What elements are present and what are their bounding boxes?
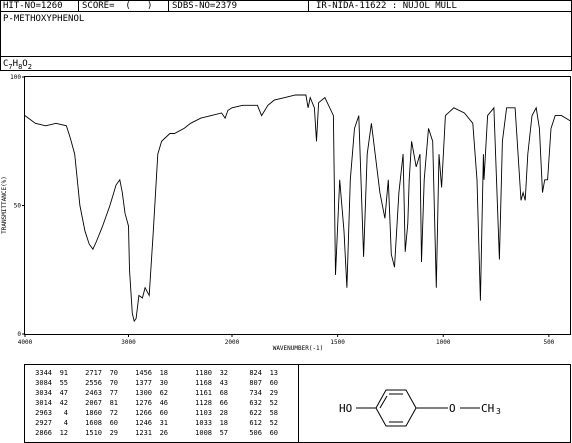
peak-wavenumber: 1377 (135, 379, 152, 387)
hydroxyl-label: HO (339, 402, 352, 415)
peak-wavenumber: 807 (249, 379, 262, 387)
peak-transmittance: 13 (269, 369, 278, 377)
peak-wavenumber: 2556 (85, 379, 102, 387)
peak-transmittance: 31 (159, 419, 168, 427)
peak-transmittance: 4 (63, 419, 68, 427)
y-axis-label: TRANSMITTANCE(%) (1, 176, 8, 234)
peak-wavenumber: 1276 (135, 399, 152, 407)
peak-wavenumber: 2866 (35, 429, 52, 437)
peak-wavenumber: 1231 (135, 429, 152, 437)
peak-transmittance: 68 (219, 389, 228, 397)
peak-wavenumber: 1180 (195, 369, 212, 377)
x-tick-label: 500 (543, 339, 554, 346)
sdbs-number: SDBS-NO=2379 (172, 1, 238, 11)
peak-transmittance: 60 (109, 419, 118, 427)
peak-wavenumber: 622 (249, 409, 262, 417)
peak-wavenumber: 1510 (85, 429, 102, 437)
peak-wavenumber: 3344 (35, 369, 52, 377)
peak-transmittance: 32 (219, 369, 228, 377)
molecular-formula: C7H8O2 (3, 59, 32, 71)
peak-transmittance: 29 (109, 429, 118, 437)
peak-wavenumber: 734 (249, 389, 262, 397)
peak-wavenumber: 3014 (35, 399, 52, 407)
peak-transmittance: 26 (159, 429, 168, 437)
peak-wavenumber: 3084 (35, 379, 52, 387)
peak-wavenumber: 1860 (85, 409, 102, 417)
methyl-subscript: 3 (496, 407, 501, 416)
peak-transmittance: 43 (219, 379, 228, 387)
peak-transmittance: 70 (109, 369, 118, 377)
x-tick-label: 3000 (121, 339, 136, 346)
peak-transmittance: 62 (159, 389, 168, 397)
hit-number: HIT-NO=1260 (3, 1, 63, 11)
peak-transmittance: 18 (159, 369, 168, 377)
score: SCORE= ( ) (82, 1, 153, 11)
peak-wavenumber: 2463 (85, 389, 102, 397)
peak-wavenumber: 1168 (195, 379, 212, 387)
peak-transmittance: 60 (159, 409, 168, 417)
peak-transmittance: 58 (269, 409, 278, 417)
benzene-ring (356, 389, 480, 427)
peak-transmittance: 55 (59, 379, 68, 387)
peak-wavenumber: 2717 (85, 369, 102, 377)
x-axis-label: WAVENUMBER(-1) (273, 345, 324, 352)
peak-transmittance: 60 (269, 379, 278, 387)
peak-wavenumber: 1300 (135, 389, 152, 397)
peak-transmittance: 91 (59, 369, 68, 377)
ir-nida-info: IR-NIDA-11622 : NUJOL MULL (316, 1, 457, 11)
peak-transmittance: 47 (59, 389, 68, 397)
peak-transmittance: 42 (59, 399, 68, 407)
peak-wavenumber: 612 (249, 419, 262, 427)
peak-transmittance: 46 (159, 399, 168, 407)
peak-transmittance: 4 (63, 409, 68, 417)
peak-transmittance: 66 (219, 399, 228, 407)
peak-wavenumber: 1008 (195, 429, 212, 437)
y-tick-label: 50 (14, 203, 22, 210)
peak-wavenumber: 1103 (195, 409, 212, 417)
peak-wavenumber: 506 (249, 429, 262, 437)
peak-transmittance: 29 (269, 389, 278, 397)
x-tick-label: 1000 (436, 339, 451, 346)
peak-wavenumber: 1608 (85, 419, 102, 427)
peak-wavenumber: 3034 (35, 389, 52, 397)
peak-transmittance: 52 (269, 419, 278, 427)
peak-wavenumber: 1246 (135, 419, 152, 427)
peak-wavenumber: 1128 (195, 399, 212, 407)
methyl-label: CH (481, 402, 494, 415)
peak-transmittance: 52 (269, 399, 278, 407)
peak-wavenumber: 1266 (135, 409, 152, 417)
peak-wavenumber: 2963 (35, 409, 52, 417)
peak-wavenumber: 1033 (195, 419, 212, 427)
peak-transmittance: 57 (219, 429, 228, 437)
peak-transmittance: 12 (59, 429, 68, 437)
y-tick-label: 100 (10, 74, 21, 81)
spectrum-line (24, 94, 571, 323)
x-tick-label: 1500 (330, 339, 345, 346)
peak-transmittance: 18 (219, 419, 228, 427)
peak-transmittance: 81 (109, 399, 118, 407)
peak-wavenumber: 2927 (35, 419, 52, 427)
methoxy-o-label: O (449, 402, 456, 415)
peak-transmittance: 30 (159, 379, 168, 387)
peak-wavenumber: 1161 (195, 389, 212, 397)
peak-transmittance: 72 (109, 409, 118, 417)
compound-name: P-METHOXYPHENOL (3, 14, 85, 24)
peak-transmittance: 77 (109, 389, 118, 397)
x-tick-label: 4000 (18, 339, 33, 346)
y-tick-label: 0 (17, 331, 21, 338)
peak-wavenumber: 2067 (85, 399, 102, 407)
peak-transmittance: 70 (109, 379, 118, 387)
peak-wavenumber: 1456 (135, 369, 152, 377)
peak-wavenumber: 632 (249, 399, 262, 407)
peak-transmittance: 60 (269, 429, 278, 437)
peak-transmittance: 28 (219, 409, 228, 417)
peak-wavenumber: 824 (249, 369, 262, 377)
x-tick-label: 2000 (225, 339, 240, 346)
